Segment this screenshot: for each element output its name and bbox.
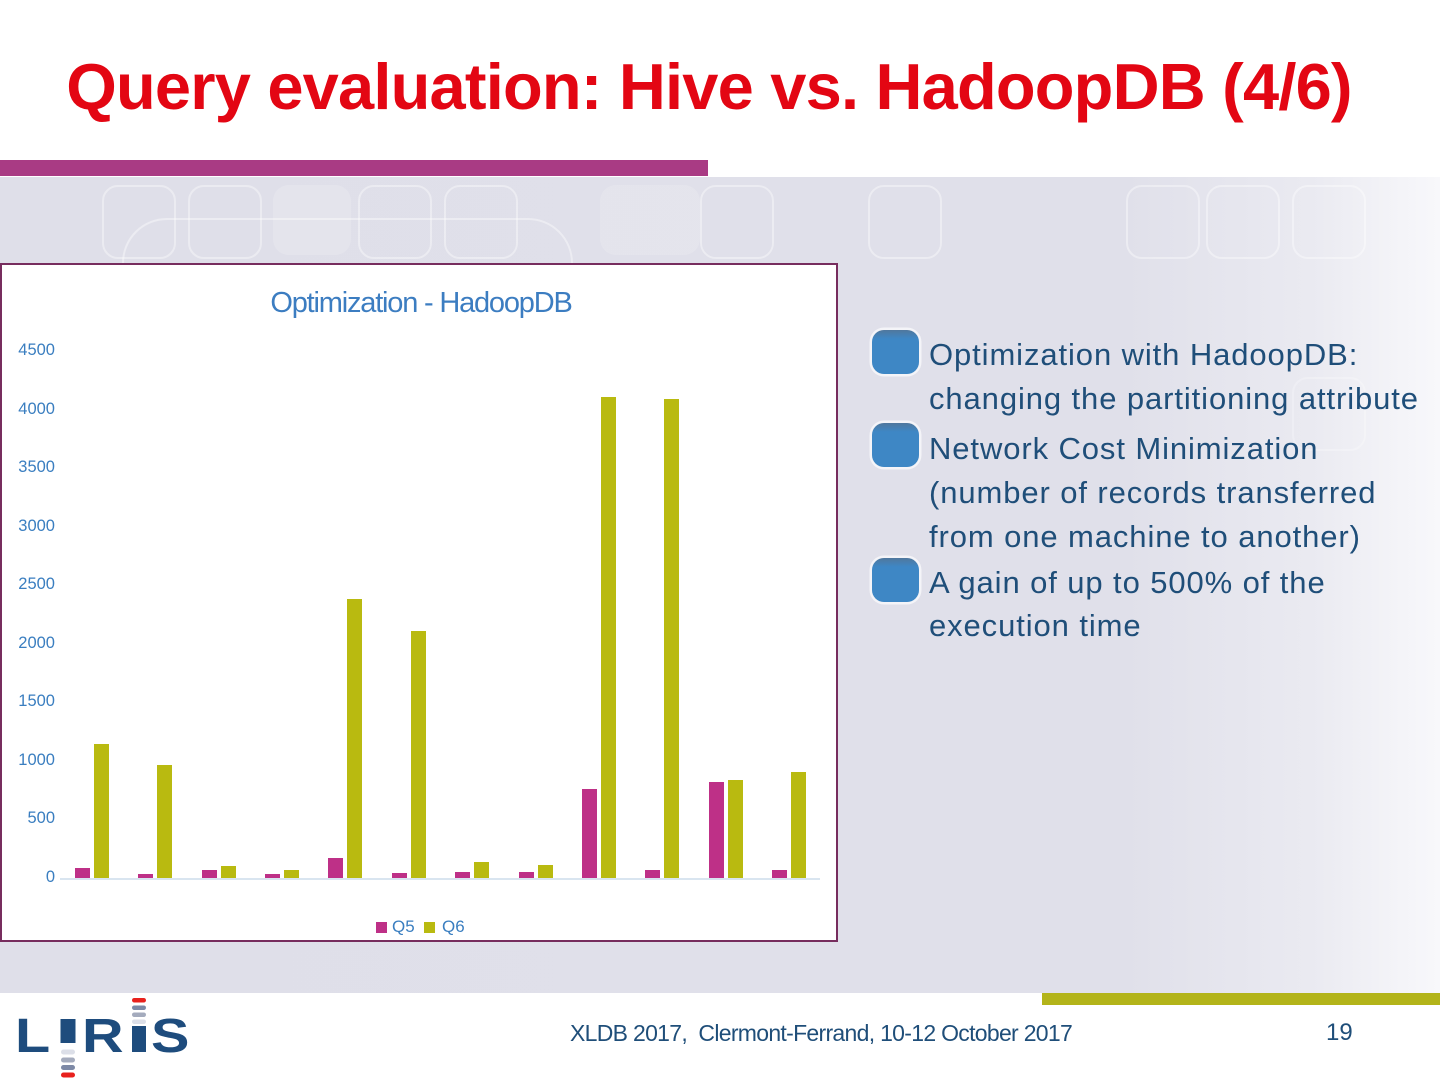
svg-text:R: R [82,1009,124,1062]
svg-text:L: L [15,1009,50,1062]
svg-text:S: S [151,1009,189,1062]
